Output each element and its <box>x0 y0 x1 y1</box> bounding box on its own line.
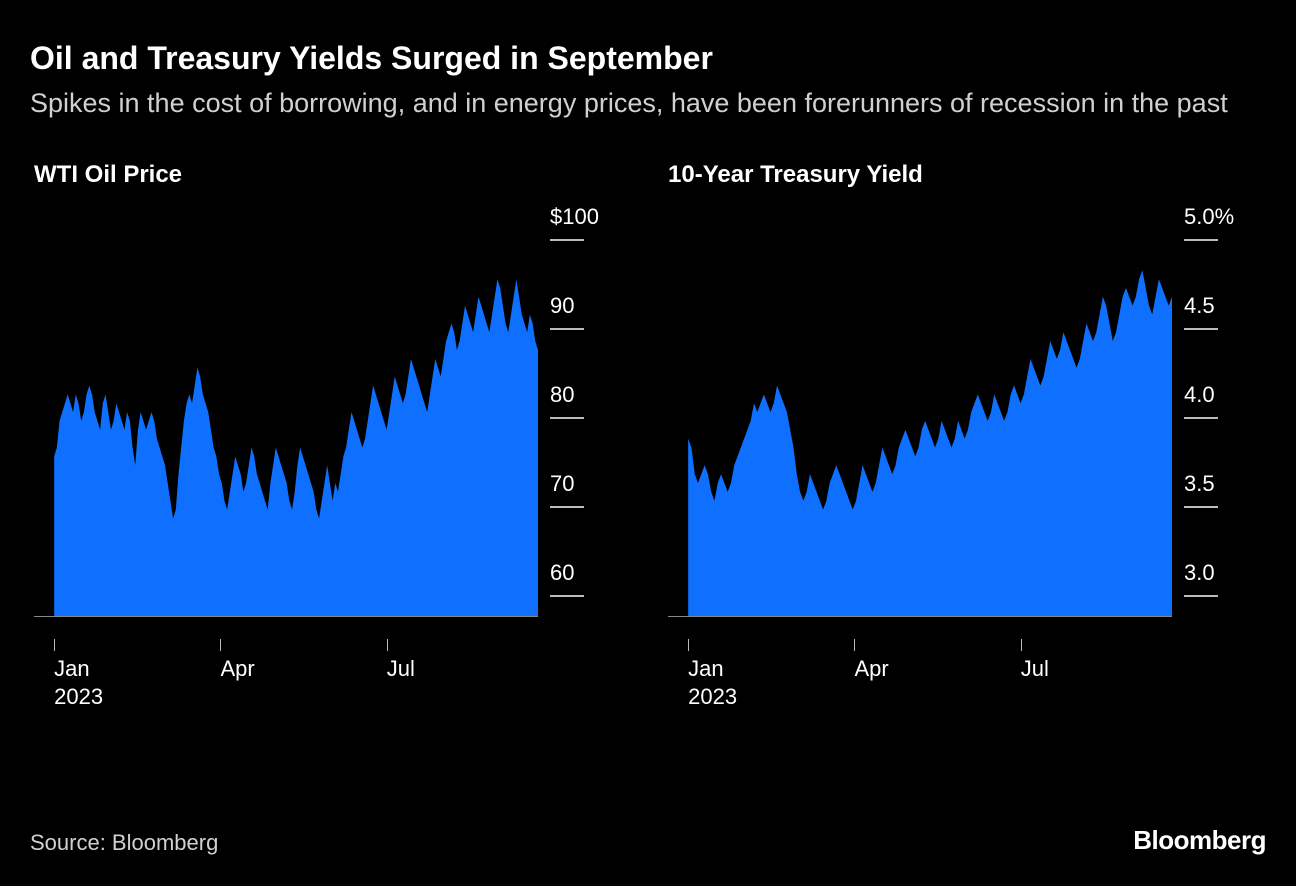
y-tick-label: 3.5 <box>1184 471 1215 497</box>
y-tick-mark <box>550 595 584 597</box>
plot-area-treasury <box>668 217 1172 617</box>
x-tick-sublabel: 2023 <box>688 684 737 710</box>
x-tick: Apr <box>220 639 254 684</box>
x-tick: Jan2023 <box>688 639 737 710</box>
x-tick-mark <box>387 639 388 651</box>
chart-subtitle: Spikes in the cost of borrowing, and in … <box>30 85 1230 121</box>
x-tick-mark <box>54 639 55 651</box>
x-tick-label: Apr <box>854 655 888 684</box>
y-tick-label: 60 <box>550 560 574 586</box>
x-tick-label: Jul <box>387 655 415 684</box>
y-tick-mark <box>1184 239 1218 241</box>
y-axis-treasury: 5.0%4.54.03.53.0 <box>1172 217 1262 617</box>
plot-area-oil <box>34 217 538 617</box>
area-fill <box>688 271 1172 617</box>
x-tick: Apr <box>854 639 888 684</box>
x-tick-mark <box>1021 639 1022 651</box>
y-tick-mark <box>1184 595 1218 597</box>
charts-row: WTI Oil Price $10090807060 Jan2023AprJul… <box>30 161 1266 719</box>
x-tick-mark <box>688 639 689 651</box>
y-axis-oil: $10090807060 <box>538 217 628 617</box>
y-tick-label: 4.5 <box>1184 293 1215 319</box>
x-tick-mark <box>220 639 221 651</box>
x-tick: Jul <box>1021 639 1049 684</box>
chart-panel-oil: WTI Oil Price $100 90 80 70 60 Jan2023 Apr Jul <box>34 161 628 719</box>
y-tick-mark <box>1184 506 1218 508</box>
chart-panel-treasury: 10-Year Treasury Yield 5.0%4.54.03.53.0 … <box>668 161 1262 719</box>
y-tick-label: 3.0 <box>1184 560 1215 586</box>
chart-label-treasury: 10-Year Treasury Yield <box>668 161 1262 189</box>
x-tick-label: Jul <box>1021 655 1049 684</box>
x-tick-label: Apr <box>220 655 254 684</box>
source-text: Source: Bloomberg <box>30 830 218 856</box>
y-tick-label: 4.0 <box>1184 382 1215 408</box>
y-tick-label: 5.0% <box>1184 204 1234 230</box>
x-tick-sublabel: 2023 <box>54 684 103 710</box>
brand-logo: Bloomberg <box>1133 825 1266 856</box>
x-tick: Jan2023 <box>54 639 103 710</box>
y-tick-mark <box>550 417 584 419</box>
area-chart-treasury <box>668 217 1172 616</box>
chart-body-oil: $10090807060 <box>34 217 628 637</box>
y-tick-mark <box>550 506 584 508</box>
x-tick-label: Jan <box>54 655 103 684</box>
chart-label-oil: WTI Oil Price <box>34 161 628 189</box>
x-axis-oil: Jan2023 Apr Jul <box>34 639 628 719</box>
chart-body-treasury: 5.0%4.54.03.53.0 <box>668 217 1262 637</box>
y-tick-mark <box>1184 417 1218 419</box>
y-tick-label: $100 <box>550 204 599 230</box>
footer: Source: Bloomberg Bloomberg <box>30 825 1266 856</box>
x-tick-label: Jan <box>688 655 737 684</box>
y-tick-label: 80 <box>550 382 574 408</box>
y-tick-mark <box>550 239 584 241</box>
y-tick-label: 90 <box>550 293 574 319</box>
x-tick-mark <box>854 639 855 651</box>
y-tick-mark <box>550 328 584 330</box>
y-tick-label: 70 <box>550 471 574 497</box>
area-fill <box>54 280 538 617</box>
area-chart-oil <box>34 217 538 616</box>
x-tick: Jul <box>387 639 415 684</box>
y-tick-mark <box>1184 328 1218 330</box>
chart-title: Oil and Treasury Yields Surged in Septem… <box>30 40 1266 77</box>
x-axis-treasury: Jan2023 Apr Jul <box>668 639 1262 719</box>
